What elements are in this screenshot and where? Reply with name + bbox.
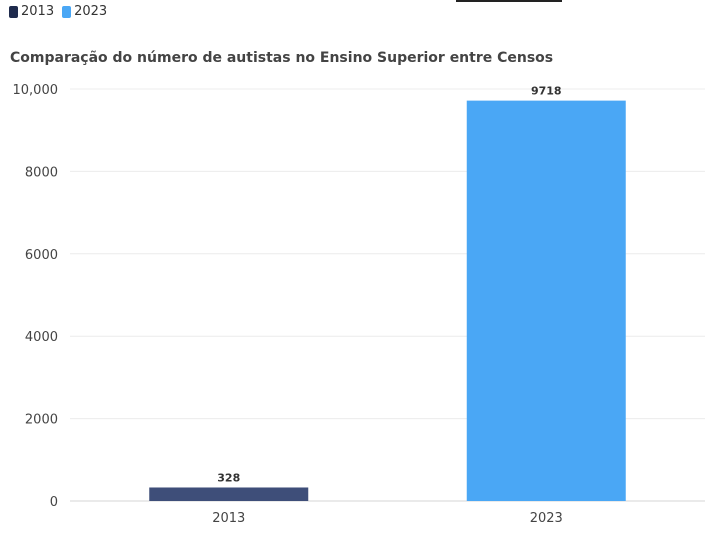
data-label-2013: 328 — [217, 471, 240, 484]
x-tick-label-2023: 2023 — [530, 511, 563, 526]
y-tick-label-10000: 10,000 — [13, 83, 59, 98]
legend-item-2023[interactable]: 2023 — [62, 4, 107, 19]
y-tick-label-4000: 4000 — [25, 330, 58, 345]
legend-swatch-2023 — [62, 5, 72, 18]
chart-title: Comparação do número de autistas no Ensi… — [10, 50, 554, 66]
bar-2013 — [149, 487, 309, 501]
legend-label-2013: 2013 — [21, 4, 55, 19]
top-divider — [456, 0, 562, 2]
legend-label-2023: 2023 — [74, 4, 108, 19]
y-tick-label-6000: 6000 — [25, 248, 58, 263]
data-label-2023: 9718 — [531, 85, 562, 98]
chart-legend: 2013 2023 — [9, 4, 107, 19]
y-tick-label-0: 0 — [50, 495, 58, 510]
legend-item-2013[interactable]: 2013 — [9, 4, 54, 19]
y-tick-label-2000: 2000 — [25, 413, 58, 428]
x-tick-label-2013: 2013 — [212, 511, 245, 526]
bar-2023 — [466, 100, 626, 501]
y-tick-label-8000: 8000 — [25, 165, 58, 180]
legend-swatch-2013 — [9, 5, 18, 18]
